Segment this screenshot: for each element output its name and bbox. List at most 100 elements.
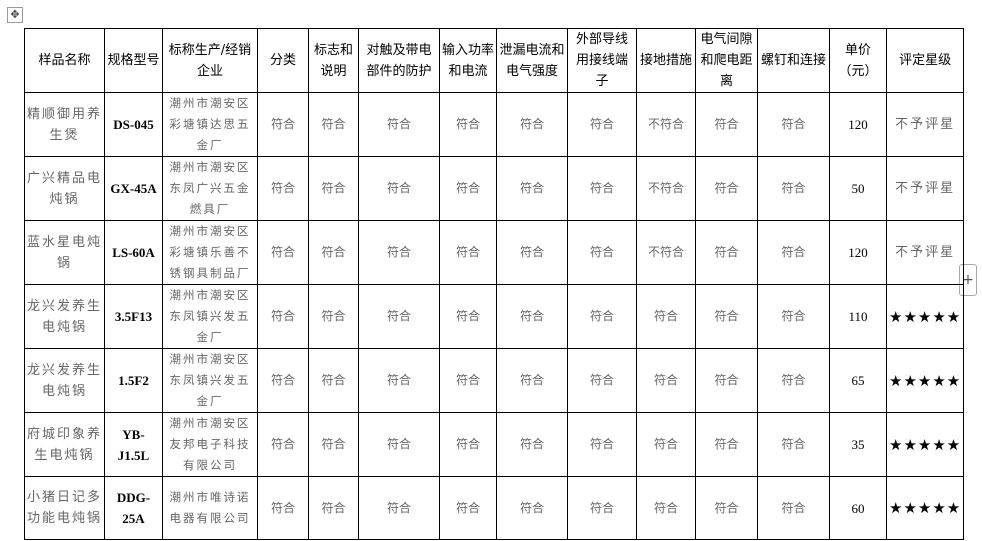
result-cell[interactable]: 符合	[496, 156, 568, 221]
sample-name-cell[interactable]: 蓝水星电炖锅	[24, 220, 105, 285]
result-cell[interactable]: 符合	[757, 476, 830, 540]
result-cell[interactable]: 符合	[439, 476, 497, 540]
model-cell[interactable]: YB-J1.5L	[104, 412, 163, 477]
result-cell[interactable]: 符合	[757, 92, 830, 157]
result-cell[interactable]: 符合	[636, 412, 696, 477]
result-cell[interactable]: 符合	[757, 220, 830, 285]
model-cell[interactable]: 1.5F2	[104, 348, 163, 413]
result-cell[interactable]: 符合	[496, 284, 568, 349]
table-move-handle-icon[interactable]: ✥	[7, 7, 23, 23]
result-cell[interactable]: 符合	[308, 156, 359, 221]
price-cell[interactable]: 65	[829, 348, 887, 413]
price-cell[interactable]: 110	[829, 284, 887, 349]
result-cell[interactable]: 符合	[358, 220, 440, 285]
result-cell[interactable]: 符合	[439, 348, 497, 413]
rating-cell[interactable]: 不予评星	[885, 220, 965, 285]
result-cell[interactable]: 符合	[257, 476, 309, 540]
model-cell[interactable]: 3.5F13	[104, 284, 163, 349]
result-cell[interactable]: 符合	[695, 92, 758, 157]
result-cell[interactable]: 符合	[358, 476, 440, 540]
result-cell[interactable]: 符合	[257, 348, 309, 413]
model-cell[interactable]: LS-60A	[104, 220, 163, 285]
result-cell[interactable]: 符合	[567, 412, 637, 477]
result-cell[interactable]: 符合	[358, 156, 440, 221]
result-cell[interactable]: 不符合	[636, 220, 696, 285]
result-cell[interactable]: 符合	[257, 412, 309, 477]
result-cell[interactable]: 符合	[439, 156, 497, 221]
model-cell[interactable]: DDG-25A	[104, 476, 163, 540]
sample-name-cell[interactable]: 龙兴发养生电炖锅	[24, 284, 105, 349]
rating-cell[interactable]: ★★★★★	[885, 412, 965, 477]
price-cell[interactable]: 120	[829, 92, 887, 157]
result-cell[interactable]: 符合	[358, 92, 440, 157]
company-cell[interactable]: 潮州市潮安区友邦电子科技有限公司	[162, 412, 258, 477]
rating-cell[interactable]: ★★★★★	[885, 284, 965, 349]
result-cell[interactable]: 符合	[496, 348, 568, 413]
sample-name-cell[interactable]: 小猪日记多功能电炖锅	[24, 476, 105, 540]
result-cell[interactable]: 符合	[695, 412, 758, 477]
rating-cell[interactable]: ★★★★★	[885, 348, 965, 413]
company-cell[interactable]: 潮州市唯诗诺电器有限公司	[162, 476, 258, 540]
result-cell[interactable]: 符合	[439, 92, 497, 157]
sample-name-cell[interactable]: 广兴精品电炖锅	[24, 156, 105, 221]
company-cell[interactable]: 潮州市潮安区东凤镇兴发五金厂	[162, 284, 258, 349]
result-cell[interactable]: 符合	[496, 412, 568, 477]
result-cell[interactable]: 符合	[757, 156, 830, 221]
price-cell[interactable]: 60	[829, 476, 887, 540]
company-cell[interactable]: 潮州市潮安区东凤广兴五金燃具厂	[162, 156, 258, 221]
result-cell[interactable]: 符合	[496, 92, 568, 157]
result-cell[interactable]: 符合	[308, 220, 359, 285]
result-cell[interactable]: 符合	[636, 476, 696, 540]
sample-name-cell[interactable]: 府城印象养生电炖锅	[24, 412, 105, 477]
result-cell[interactable]: 符合	[358, 284, 440, 349]
result-cell[interactable]: 符合	[567, 348, 637, 413]
result-cell[interactable]: 符合	[695, 476, 758, 540]
result-cell[interactable]: 符合	[257, 284, 309, 349]
result-cell[interactable]: 符合	[695, 220, 758, 285]
result-cell[interactable]: 符合	[308, 412, 359, 477]
result-cell[interactable]: 符合	[308, 348, 359, 413]
result-cell[interactable]: 符合	[257, 220, 309, 285]
sample-name-cell[interactable]: 龙兴发养生电炖锅	[24, 348, 105, 413]
rating-cell[interactable]: 不予评星	[885, 92, 965, 157]
result-cell[interactable]: 符合	[567, 92, 637, 157]
result-cell[interactable]: 符合	[439, 220, 497, 285]
price-cell[interactable]: 35	[829, 412, 887, 477]
result-cell[interactable]: 符合	[567, 284, 637, 349]
rating-cell[interactable]: 不予评星	[885, 156, 965, 221]
result-cell[interactable]: 符合	[636, 284, 696, 349]
result-cell[interactable]: 不符合	[636, 92, 696, 157]
result-cell[interactable]: 符合	[695, 156, 758, 221]
result-cell[interactable]: 符合	[358, 348, 440, 413]
result-cell[interactable]: 符合	[496, 476, 568, 540]
result-cell[interactable]: 符合	[257, 156, 309, 221]
result-cell[interactable]: 符合	[757, 284, 830, 349]
result-cell[interactable]: 符合	[257, 92, 309, 157]
sample-name-cell[interactable]: 精顺御用养生煲	[24, 92, 105, 157]
price-cell[interactable]: 120	[829, 220, 887, 285]
result-cell[interactable]: 符合	[695, 284, 758, 349]
company-cell[interactable]: 潮州市潮安区东凤镇兴发五金厂	[162, 348, 258, 413]
result-cell[interactable]: 不符合	[636, 156, 696, 221]
rating-cell[interactable]: ★★★★★	[885, 476, 965, 540]
result-cell[interactable]: 符合	[695, 348, 758, 413]
result-cell[interactable]: 符合	[757, 348, 830, 413]
result-cell[interactable]: 符合	[496, 220, 568, 285]
price-cell[interactable]: 50	[829, 156, 887, 221]
result-cell[interactable]: 符合	[308, 476, 359, 540]
model-cell[interactable]: DS-045	[104, 92, 163, 157]
result-cell[interactable]: 符合	[567, 476, 637, 540]
result-cell[interactable]: 符合	[567, 220, 637, 285]
company-cell[interactable]: 潮州市潮安区彩塘镇乐善不锈钢具制品厂	[162, 220, 258, 285]
result-cell[interactable]: 符合	[439, 284, 497, 349]
result-cell[interactable]: 符合	[636, 348, 696, 413]
model-cell[interactable]: GX-45A	[104, 156, 163, 221]
table-row: 小猪日记多功能电炖锅 DDG-25A 潮州市唯诗诺电器有限公司 符合 符合 符合 符合 符合符…	[24, 476, 965, 540]
result-cell[interactable]: 符合	[308, 92, 359, 157]
result-cell[interactable]: 符合	[567, 156, 637, 221]
result-cell[interactable]: 符合	[308, 284, 359, 349]
result-cell[interactable]: 符合	[757, 412, 830, 477]
result-cell[interactable]: 符合	[358, 412, 440, 477]
company-cell[interactable]: 潮州市潮安区彩塘镇达思五金厂	[162, 92, 258, 157]
result-cell[interactable]: 符合	[439, 412, 497, 477]
